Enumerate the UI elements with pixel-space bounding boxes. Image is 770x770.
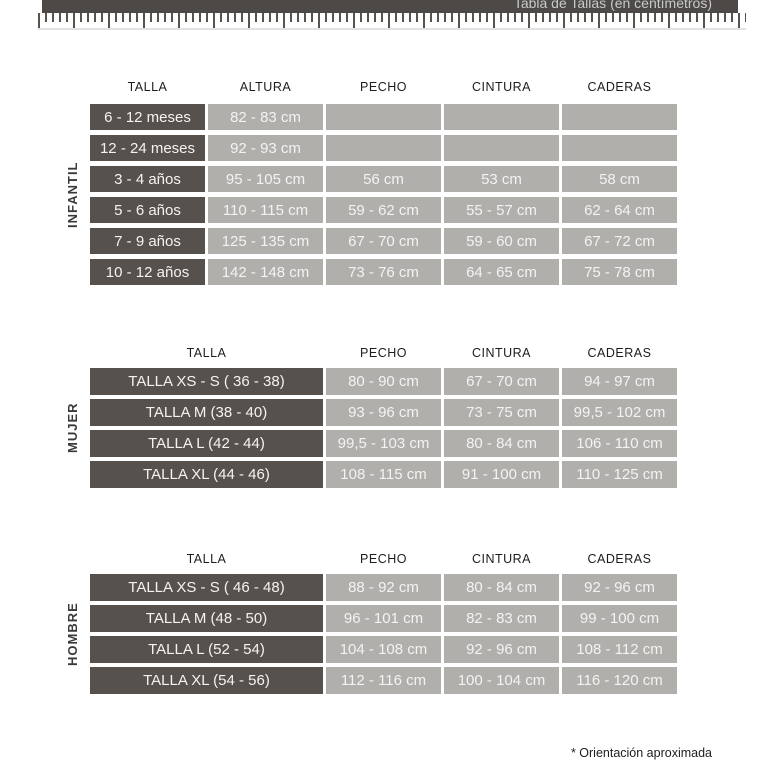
- measurement-cell: 92 - 96 cm: [562, 574, 677, 601]
- measurement-cell: 91 - 100 cm: [444, 461, 559, 488]
- table-grid: TALLA ALTURA PECHO CINTURA CADERAS 6 - 12 mes…: [90, 75, 677, 285]
- measurement-cell: 67 - 72 cm: [562, 228, 677, 254]
- measurement-cell: 125 - 135 cm: [208, 228, 323, 254]
- table-grid: TALLA PECHO CINTURA CADERAS TALLA XS - S ( 3…: [90, 342, 677, 488]
- measurement-cell: 112 - 116 cm: [326, 667, 441, 694]
- measurement-cell: [444, 135, 559, 161]
- column-header-pecho: PECHO: [360, 346, 407, 360]
- measurement-cell: 99 - 100 cm: [562, 605, 677, 632]
- size-table-infantil: INFANTIL TALLA ALTURA PECHO CINTURA CADERAS 6…: [65, 75, 677, 285]
- measurement-cell: 108 - 115 cm: [326, 461, 441, 488]
- measurement-cell: 108 - 112 cm: [562, 636, 677, 663]
- approximation-footnote: * Orientación aproximada: [570, 746, 712, 760]
- measurement-cell: 82 - 83 cm: [444, 605, 559, 632]
- column-header-cintura: CINTURA: [471, 346, 532, 360]
- measurement-cell: 64 - 65 cm: [444, 259, 559, 285]
- ruler-ticks-icon: [38, 13, 746, 30]
- page-title: Tabla de Tallas (en centímetros): [513, 0, 712, 11]
- measurement-cell: 55 - 57 cm: [444, 197, 559, 223]
- group-label-infantil: INFANTIL: [65, 161, 80, 228]
- size-table-mujer: MUJER TALLA PECHO CINTURA CADERAS TALLA XS -…: [65, 342, 677, 488]
- measurement-cell: 80 - 84 cm: [444, 430, 559, 457]
- measurement-cell: 96 - 101 cm: [326, 605, 441, 632]
- size-label-cell: TALLA L (52 - 54): [90, 636, 323, 663]
- size-label-cell: TALLA M (48 - 50): [90, 605, 323, 632]
- measurement-cell: 73 - 76 cm: [326, 259, 441, 285]
- measurement-cell: 59 - 60 cm: [444, 228, 559, 254]
- measurement-cell: 110 - 125 cm: [562, 461, 677, 488]
- measurement-cell: 106 - 110 cm: [562, 430, 677, 457]
- measurement-cell: 53 cm: [444, 166, 559, 192]
- measurement-cell: [562, 135, 677, 161]
- size-label-cell: TALLA XS - S ( 46 - 48): [90, 574, 323, 601]
- table-grid: TALLA PECHO CINTURA CADERAS TALLA XS - S ( 4…: [90, 548, 677, 694]
- measurement-cell: 95 - 105 cm: [208, 166, 323, 192]
- size-label-cell: TALLA L (42 - 44): [90, 430, 323, 457]
- measurement-cell: 80 - 84 cm: [444, 574, 559, 601]
- measurement-cell: 67 - 70 cm: [444, 368, 559, 395]
- measurement-cell: 93 - 96 cm: [326, 399, 441, 426]
- column-header-talla: TALLA: [186, 552, 227, 566]
- size-table-hombre: HOMBRE TALLA PECHO CINTURA CADERAS TALLA XS …: [65, 548, 677, 694]
- group-label-mujer: MUJER: [65, 402, 80, 454]
- measurement-cell: [326, 104, 441, 130]
- size-label-cell: 7 - 9 años: [90, 228, 205, 254]
- measurement-cell: 104 - 108 cm: [326, 636, 441, 663]
- measurement-cell: 88 - 92 cm: [326, 574, 441, 601]
- measurement-cell: 99,5 - 103 cm: [326, 430, 441, 457]
- measurement-cell: 59 - 62 cm: [326, 197, 441, 223]
- measurement-cell: 56 cm: [326, 166, 441, 192]
- column-header-altura: ALTURA: [239, 80, 292, 94]
- measurement-cell: 92 - 96 cm: [444, 636, 559, 663]
- measurement-cell: 75 - 78 cm: [562, 259, 677, 285]
- column-header-pecho: PECHO: [360, 80, 407, 94]
- measurement-cell: 100 - 104 cm: [444, 667, 559, 694]
- measurement-cell: 58 cm: [562, 166, 677, 192]
- size-label-cell: TALLA XL (54 - 56): [90, 667, 323, 694]
- column-header-talla: TALLA: [186, 346, 227, 360]
- column-header-pecho: PECHO: [360, 552, 407, 566]
- title-bar: Tabla de Tallas (en centímetros): [42, 0, 738, 13]
- measurement-cell: [444, 104, 559, 130]
- column-header-caderas: CADERAS: [587, 346, 652, 360]
- column-header-caderas: CADERAS: [587, 552, 652, 566]
- column-header-cintura: CINTURA: [471, 80, 532, 94]
- measurement-cell: 82 - 83 cm: [208, 104, 323, 130]
- measurement-cell: 62 - 64 cm: [562, 197, 677, 223]
- measurement-cell: 94 - 97 cm: [562, 368, 677, 395]
- measurement-cell: [562, 104, 677, 130]
- column-header-cintura: CINTURA: [471, 552, 532, 566]
- size-label-cell: TALLA XS - S ( 36 - 38): [90, 368, 323, 395]
- size-label-cell: 6 - 12 meses: [90, 104, 205, 130]
- size-label-cell: 12 - 24 meses: [90, 135, 205, 161]
- size-label-cell: 5 - 6 años: [90, 197, 205, 223]
- measurement-cell: 73 - 75 cm: [444, 399, 559, 426]
- size-label-cell: TALLA XL (44 - 46): [90, 461, 323, 488]
- measurement-cell: 80 - 90 cm: [326, 368, 441, 395]
- size-label-cell: TALLA M (38 - 40): [90, 399, 323, 426]
- size-label-cell: 3 - 4 años: [90, 166, 205, 192]
- measurement-cell: 110 - 115 cm: [208, 197, 323, 223]
- column-header-talla: TALLA: [127, 80, 168, 94]
- group-label-hombre: HOMBRE: [65, 602, 80, 666]
- column-header-caderas: CADERAS: [587, 80, 652, 94]
- measurement-cell: 99,5 - 102 cm: [562, 399, 677, 426]
- measurement-cell: 92 - 93 cm: [208, 135, 323, 161]
- size-label-cell: 10 - 12 años: [90, 259, 205, 285]
- measurement-cell: 116 - 120 cm: [562, 667, 677, 694]
- measurement-cell: [326, 135, 441, 161]
- measurement-cell: 142 - 148 cm: [208, 259, 323, 285]
- measurement-cell: 67 - 70 cm: [326, 228, 441, 254]
